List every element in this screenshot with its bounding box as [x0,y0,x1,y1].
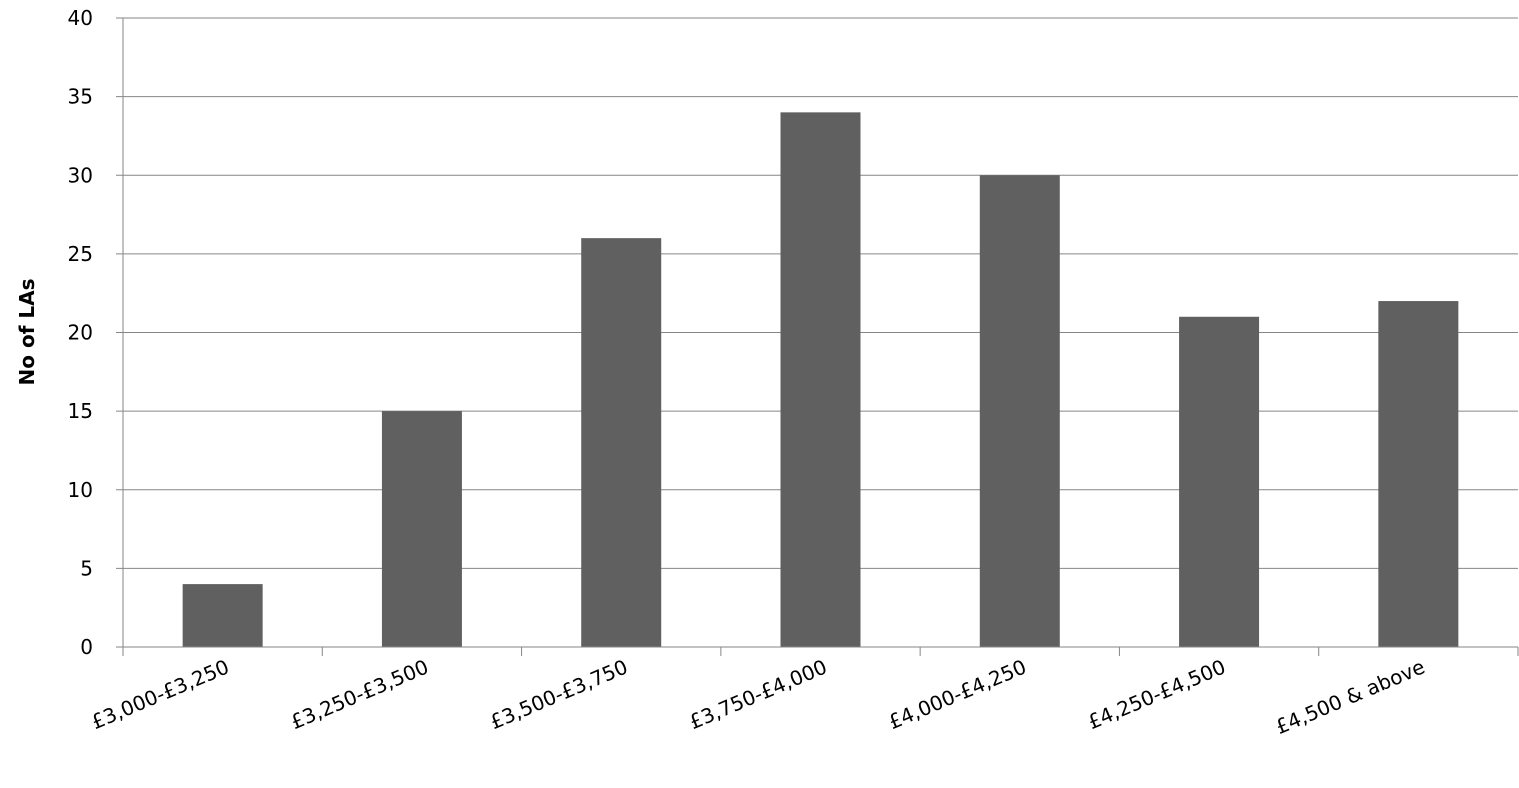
y-axis-title: No of LAs [15,279,39,386]
x-tick-label: £3,000-£3,250 [88,655,233,735]
bar [1378,301,1459,647]
y-tick-label: 25 [68,242,93,266]
y-tick-labels: 0 5 10 15 20 25 30 35 40 [68,6,93,659]
x-tick-label: £4,000-£4,250 [885,655,1030,735]
bar [381,411,462,647]
bar [1179,316,1260,647]
x-tick-label: £3,750-£4,000 [686,655,831,735]
bars [182,112,1459,648]
y-tick-label: 40 [68,6,93,30]
x-tick-label: £4,250-£4,500 [1084,655,1229,735]
y-tick-label: 5 [80,556,93,580]
y-tick-label: 10 [68,478,93,502]
bar [581,238,662,647]
axes [116,17,1519,656]
bar [182,584,263,647]
x-tick-label: £3,500-£3,750 [486,655,631,735]
y-tick-label: 0 [80,635,93,659]
y-tick-label: 15 [68,399,93,423]
y-tick-label: 20 [68,321,93,345]
y-tick-label: 35 [68,85,93,109]
x-tick-label: £3,250-£3,500 [287,655,432,735]
bar [780,112,861,648]
x-tick-labels: £3,000-£3,250 £3,250-£3,500 £3,500-£3,750 £… [88,655,1429,739]
y-tick-label: 30 [68,163,93,187]
bar [979,175,1060,647]
x-tick-label: £4,500 & above [1272,655,1428,739]
